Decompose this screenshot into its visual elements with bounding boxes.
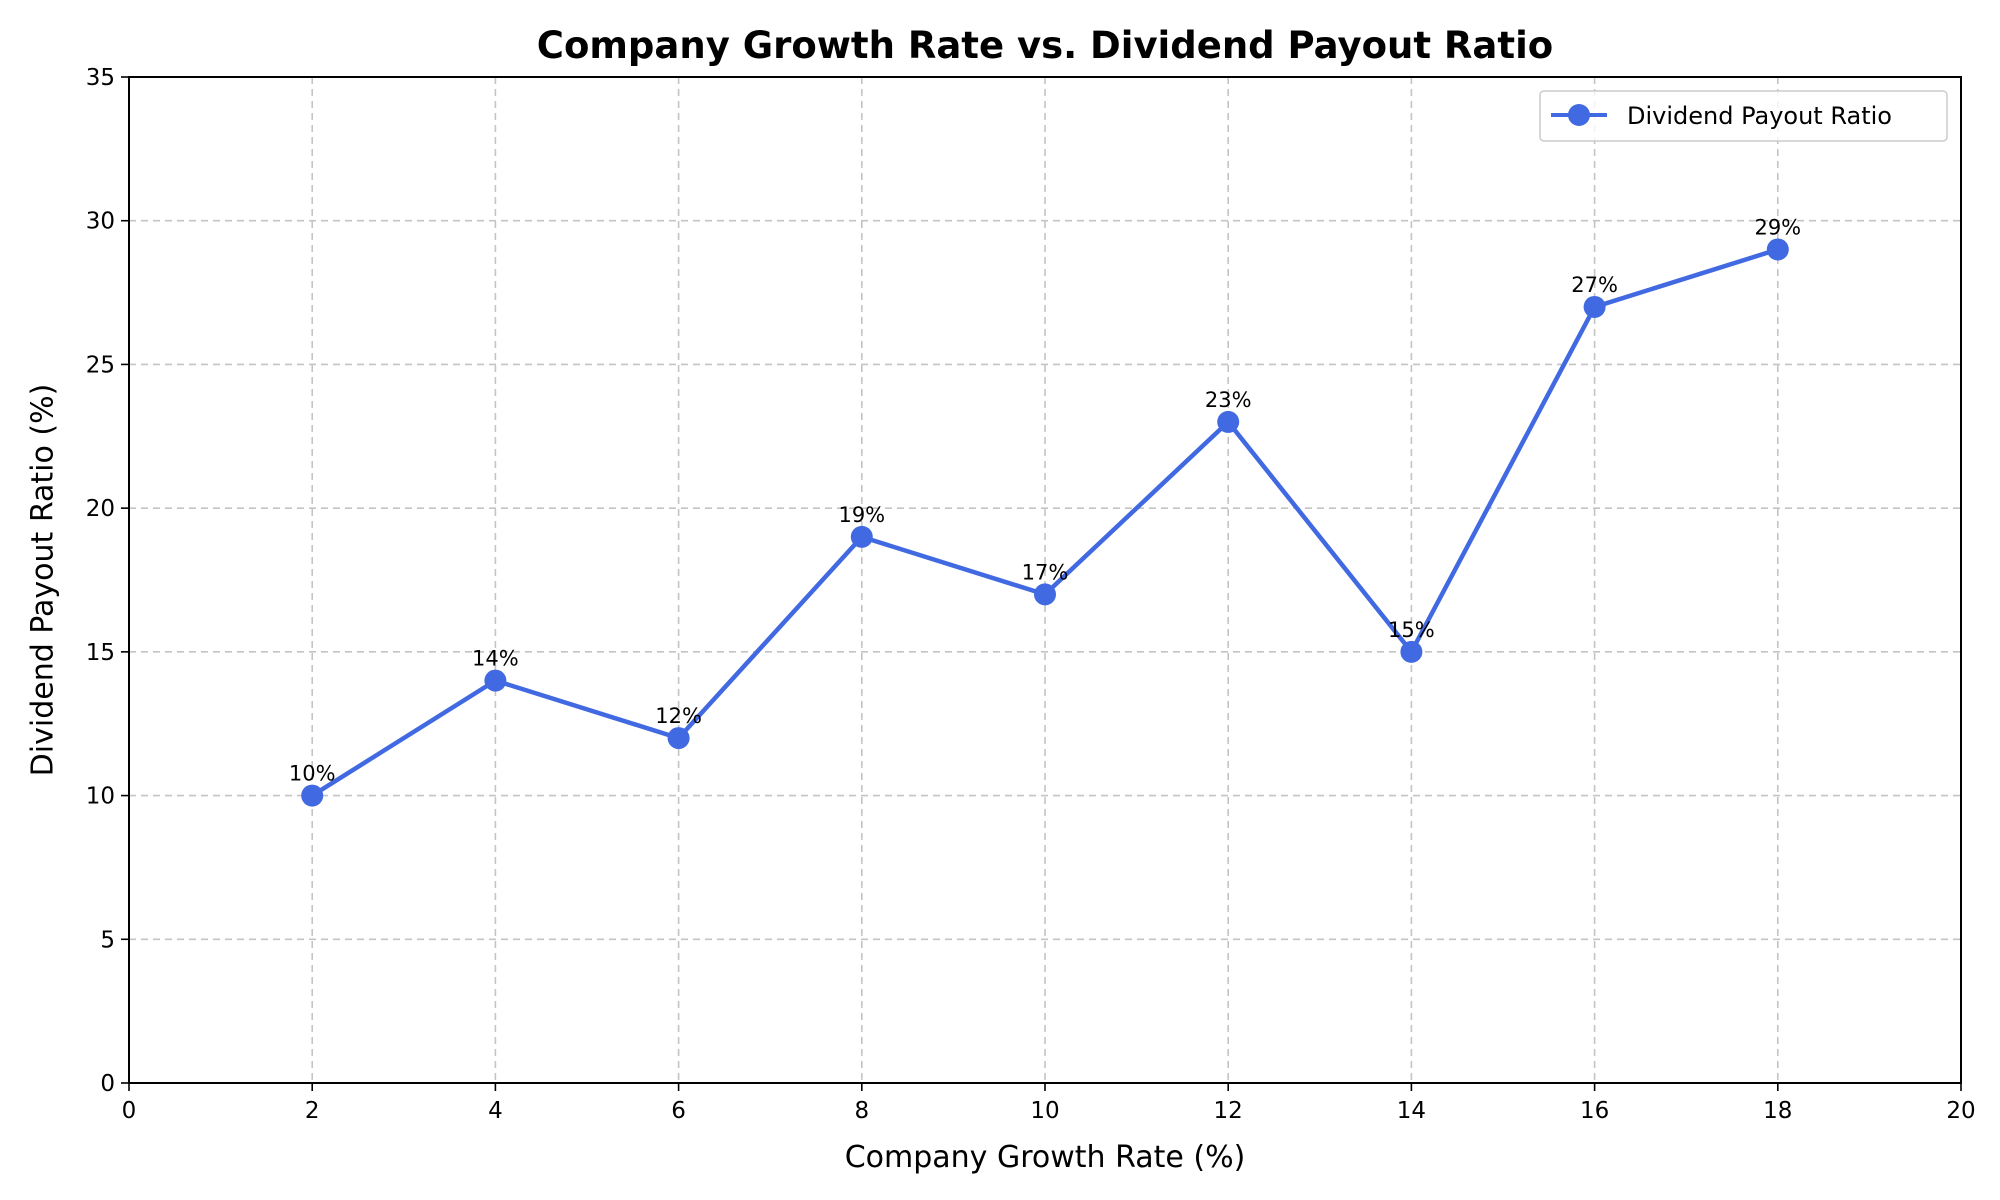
x-tick-label: 10 bbox=[1030, 1098, 1059, 1124]
data-point bbox=[1034, 583, 1056, 606]
y-tick-label: 30 bbox=[86, 209, 115, 235]
y-tick-label: 10 bbox=[86, 784, 115, 810]
data-label: 27% bbox=[1571, 273, 1618, 297]
y-tick-label: 0 bbox=[100, 1071, 115, 1097]
data-label: 15% bbox=[1388, 618, 1435, 642]
data-point bbox=[1583, 295, 1606, 318]
series-layer: 10% 14% 12% 19% 17% 23% 15% 27% 29% bbox=[289, 215, 1801, 807]
x-axis-label: Company Growth Rate (%) bbox=[845, 1140, 1246, 1175]
x-tick-label: 6 bbox=[671, 1098, 686, 1124]
y-tick-label: 5 bbox=[100, 927, 115, 953]
x-tick-label: 2 bbox=[305, 1098, 320, 1124]
data-label: 12% bbox=[655, 704, 702, 728]
legend: Dividend Payout Ratio bbox=[1539, 90, 1948, 142]
data-label: 10% bbox=[289, 762, 336, 786]
x-tick-label: 20 bbox=[1946, 1098, 1975, 1124]
legend-marker-swatch bbox=[1568, 104, 1590, 126]
data-point bbox=[301, 784, 324, 807]
y-tick-label: 35 bbox=[86, 65, 115, 91]
x-tick-label: 14 bbox=[1397, 1098, 1426, 1124]
data-label: 17% bbox=[1022, 560, 1069, 584]
data-point bbox=[1766, 238, 1789, 261]
legend-box bbox=[1539, 90, 1948, 142]
x-tick-label: 4 bbox=[488, 1098, 503, 1124]
data-label: 14% bbox=[472, 647, 519, 671]
x-tick-label: 18 bbox=[1763, 1098, 1792, 1124]
y-tick-label: 25 bbox=[86, 352, 115, 378]
data-point bbox=[1217, 410, 1240, 433]
axis-ticks: 0 2 4 6 8 10 12 14 16 18 20 0 5 10 15 20 25 30 35 bbox=[86, 65, 1976, 1124]
x-tick-label: 12 bbox=[1214, 1098, 1243, 1124]
y-tick-label: 15 bbox=[86, 640, 115, 666]
data-label: 19% bbox=[838, 503, 885, 527]
grid bbox=[128, 76, 1962, 1084]
legend-entry-label: Dividend Payout Ratio bbox=[1627, 102, 1892, 130]
data-point bbox=[850, 525, 873, 548]
y-axis-label: Dividend Payout Ratio (%) bbox=[26, 384, 61, 777]
data-point bbox=[484, 669, 507, 692]
chart-title: Company Growth Rate vs. Dividend Payout … bbox=[537, 24, 1553, 67]
data-label: 23% bbox=[1205, 388, 1252, 412]
data-point bbox=[1400, 640, 1423, 663]
data-point bbox=[667, 727, 690, 750]
x-tick-label: 16 bbox=[1580, 1098, 1609, 1124]
x-tick-label: 8 bbox=[854, 1098, 869, 1124]
x-tick-label: 0 bbox=[122, 1098, 137, 1124]
y-tick-label: 20 bbox=[86, 496, 115, 522]
data-label: 29% bbox=[1754, 215, 1801, 239]
